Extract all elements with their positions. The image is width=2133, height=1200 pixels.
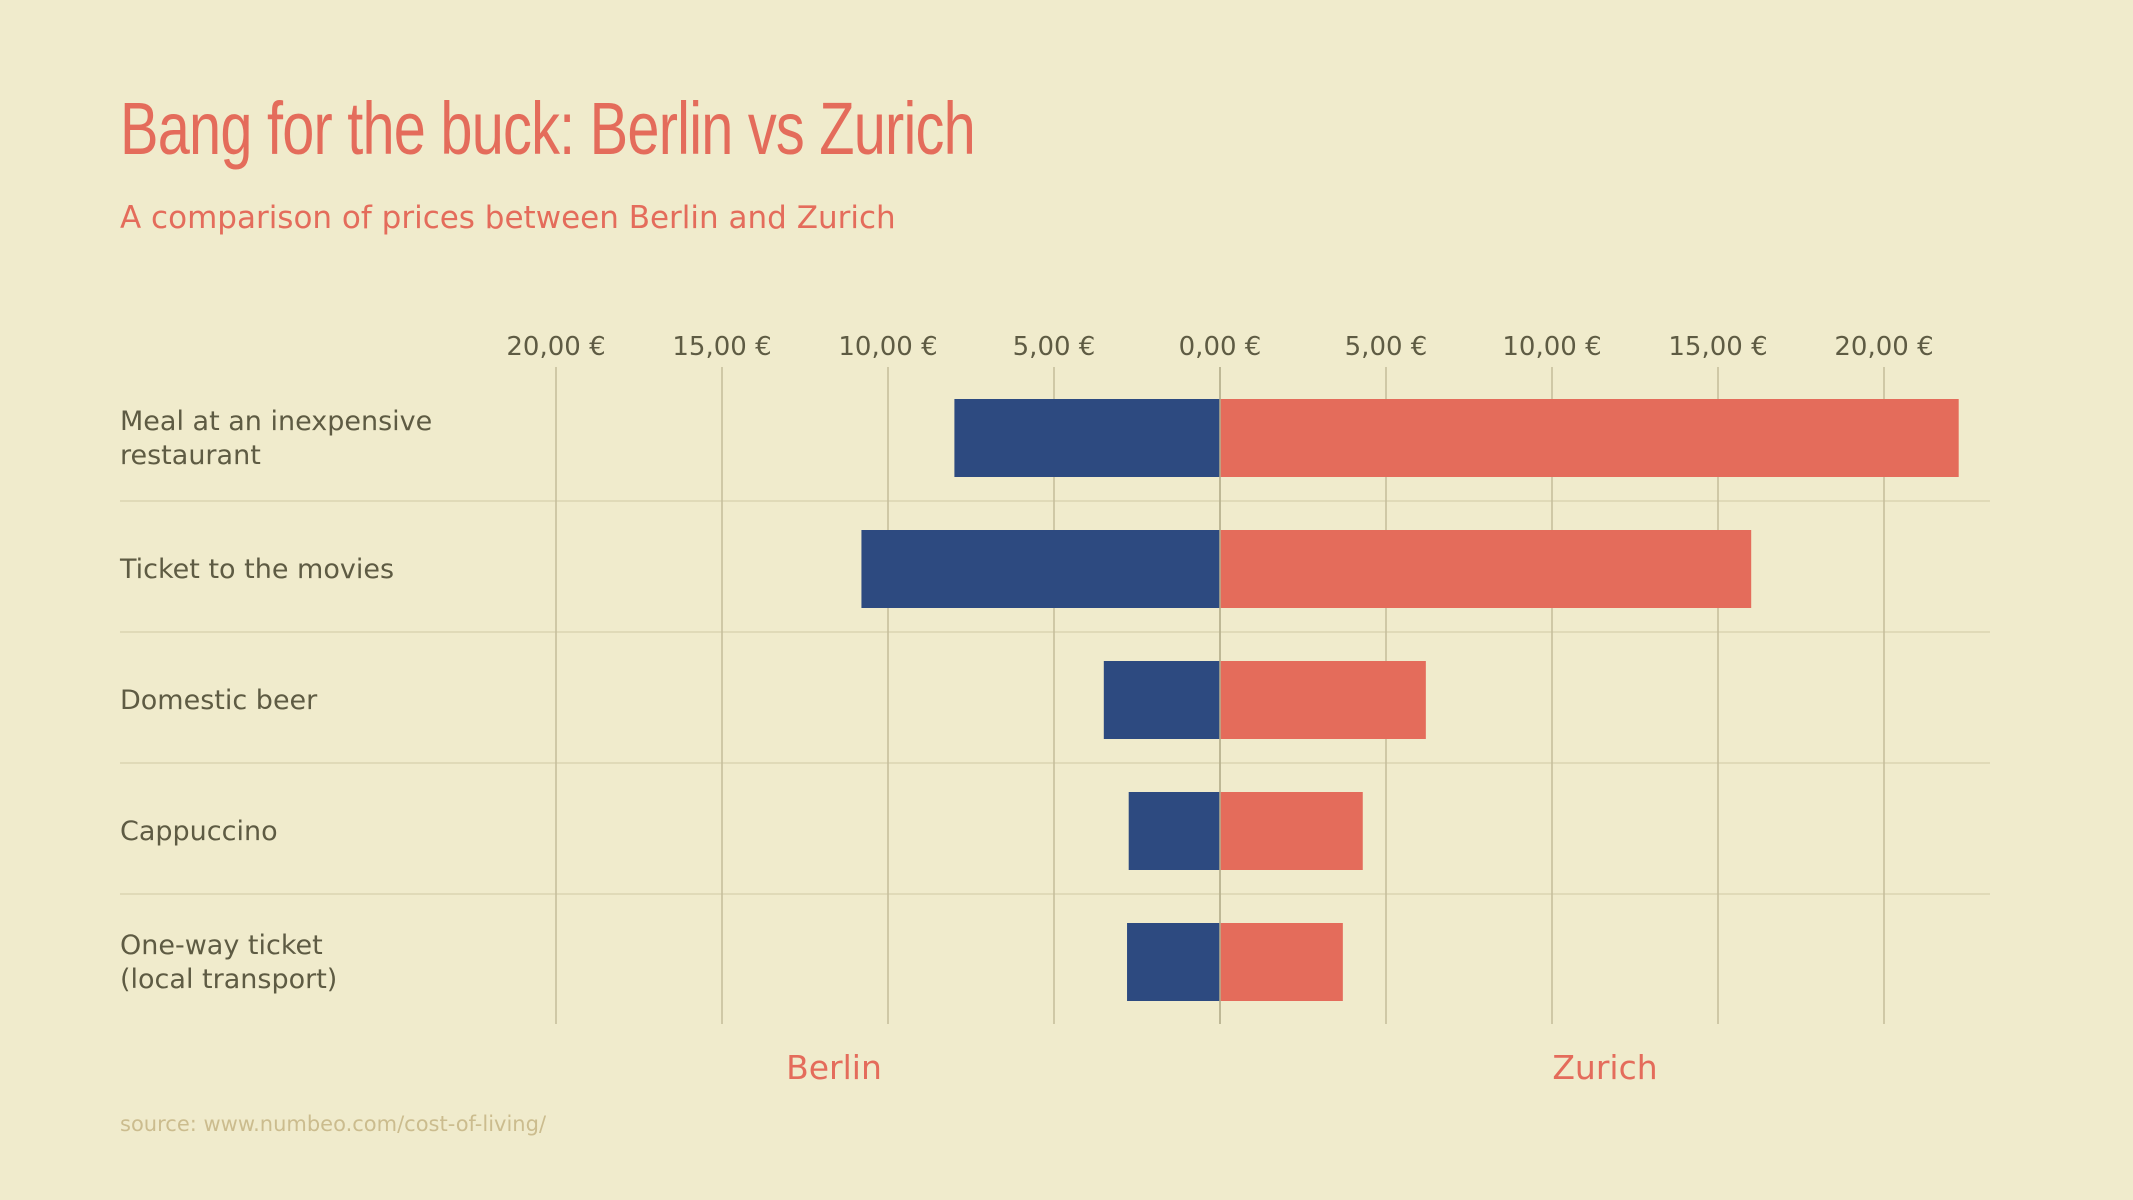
category-label: One-way ticket (local transport) [120,930,337,995]
category-label: Ticket to the movies [119,554,394,585]
bar-berlin [954,399,1220,477]
tick-label: 10,00 € [838,332,937,362]
tick-label: 20,00 € [1834,332,1933,362]
bar-zurich [1220,530,1752,608]
tick-label: 20,00 € [506,332,605,362]
tick-label: 15,00 € [672,332,771,362]
bar-zurich [1220,923,1343,1001]
category-label: Cappuccino [120,816,278,847]
tick-label: 15,00 € [1668,332,1767,362]
tick-label: 5,00 € [1345,332,1428,362]
bar-berlin [1128,792,1220,870]
chart-title: Bang for the buck: Berlin vs Zurich [120,87,976,170]
series-label-zurich: Zurich [1552,1048,1657,1087]
bar-berlin [1127,923,1220,1001]
bar-zurich [1220,792,1363,870]
bar-zurich [1220,661,1426,739]
bar-berlin [861,530,1220,608]
bar-berlin [1103,661,1220,739]
category-label: Domestic beer [120,685,318,716]
tick-label: 5,00 € [1013,332,1096,362]
tick-label: 10,00 € [1502,332,1601,362]
chart-subtitle: A comparison of prices between Berlin an… [120,200,896,236]
source-note: source: www.numbeo.com/cost-of-living/ [120,1112,547,1136]
tick-label: 0,00 € [1179,332,1262,362]
category-label: Meal at an inexpensive restaurant [120,406,432,471]
bar-zurich [1220,399,1959,477]
series-label-berlin: Berlin [786,1048,882,1087]
